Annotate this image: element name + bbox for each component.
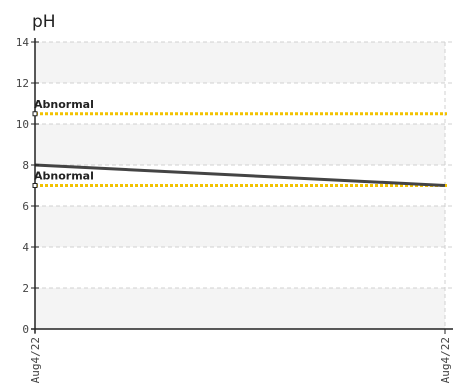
y-tick-label: 4 bbox=[22, 241, 29, 254]
grid-band bbox=[35, 288, 445, 329]
series-line bbox=[34, 163, 446, 187]
threshold-marker bbox=[32, 111, 38, 117]
threshold-label: Abnormal bbox=[34, 170, 94, 183]
grid-band bbox=[35, 42, 445, 83]
y-tick-label: 10 bbox=[16, 118, 29, 131]
y-tick-label: 0 bbox=[22, 323, 29, 336]
grid-band bbox=[35, 206, 445, 247]
y-tick-label: 12 bbox=[16, 77, 29, 90]
chart-title: pH bbox=[32, 12, 56, 32]
threshold-marker bbox=[32, 183, 38, 188]
grid-band bbox=[35, 124, 445, 165]
y-tick-label: 8 bbox=[22, 159, 29, 172]
y-tick-label: 6 bbox=[22, 200, 29, 213]
y-tick-label: 14 bbox=[16, 36, 30, 49]
y-tick-label: 2 bbox=[22, 282, 29, 295]
x-tick-label: Aug4/22 bbox=[29, 337, 42, 383]
x-tick-label: Aug4/22 bbox=[439, 337, 452, 383]
threshold-label: Abnormal bbox=[34, 98, 94, 111]
